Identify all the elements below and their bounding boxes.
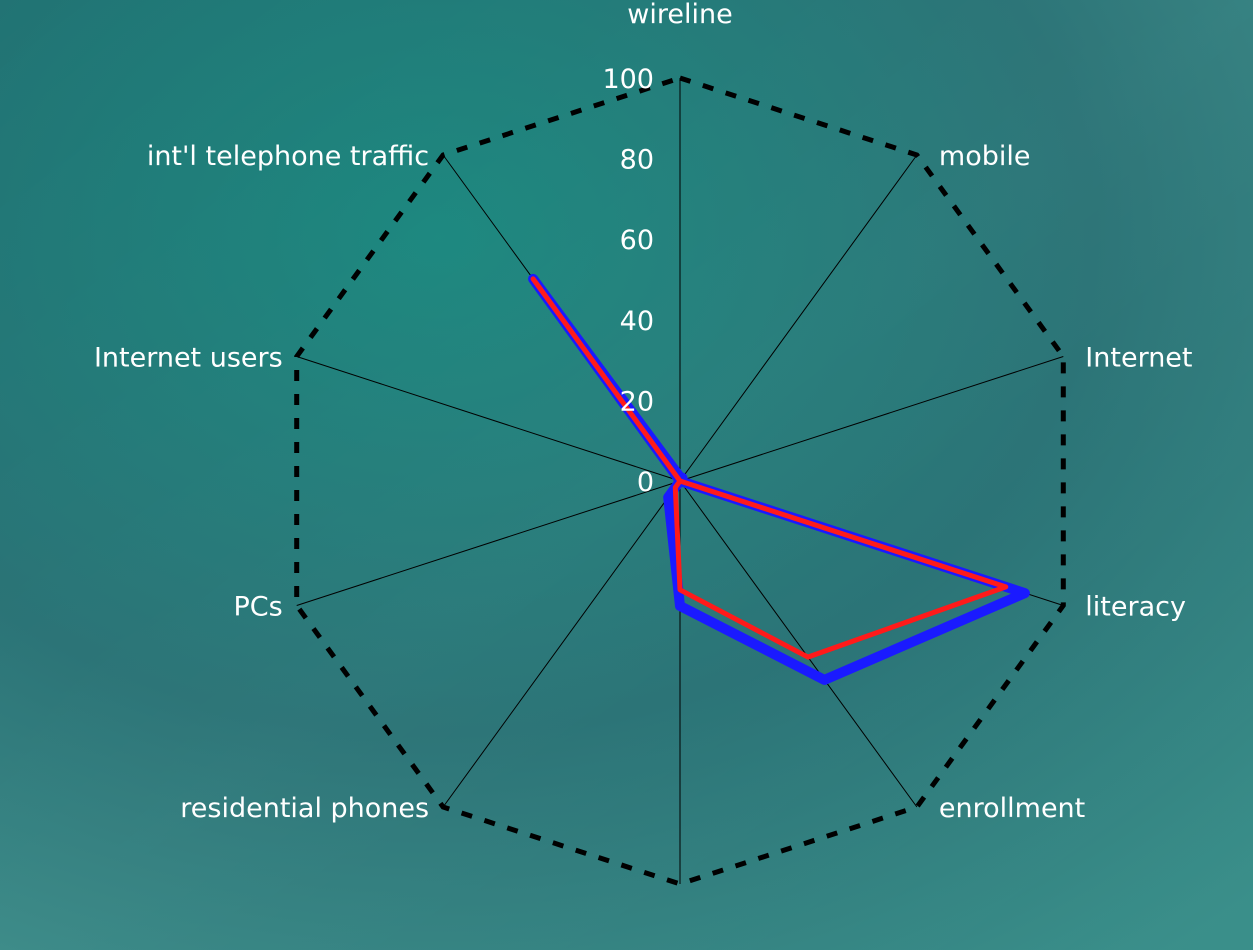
radar-outer-frame [294, 75, 1066, 887]
category-label: wireline [627, 0, 732, 30]
radar-frame [294, 75, 1066, 887]
category-label: TV households [580, 948, 778, 950]
category-labels: wireline mobile Internet literacy enrollment… [94, 0, 1193, 950]
category-label: enrollment [939, 793, 1085, 824]
category-label: mobile [939, 141, 1031, 172]
category-label: literacy [1085, 592, 1186, 623]
radar-series [528, 273, 1030, 685]
series-line-2 [530, 276, 1009, 660]
category-label: residential phones [180, 793, 429, 824]
tick-label: 20 [620, 386, 654, 417]
tick-label: 60 [620, 225, 654, 256]
tick-label: 0 [637, 467, 654, 498]
radial-tick-labels: 0 20 40 60 80 100 [602, 64, 654, 498]
category-label: PCs [233, 592, 282, 623]
radar-spoke [679, 480, 918, 808]
category-label: Internet [1085, 343, 1192, 374]
radar-spoke [679, 356, 1064, 482]
radar-spoke [296, 356, 681, 482]
radar-spoke [679, 154, 918, 482]
tick-label: 80 [620, 145, 654, 176]
tick-label: 40 [620, 306, 654, 337]
tick-label: 100 [602, 64, 654, 95]
radar-spoke [296, 480, 681, 606]
radar-spoke [442, 480, 681, 808]
category-label: int'l telephone traffic [147, 141, 429, 172]
category-label: Internet users [94, 343, 283, 374]
